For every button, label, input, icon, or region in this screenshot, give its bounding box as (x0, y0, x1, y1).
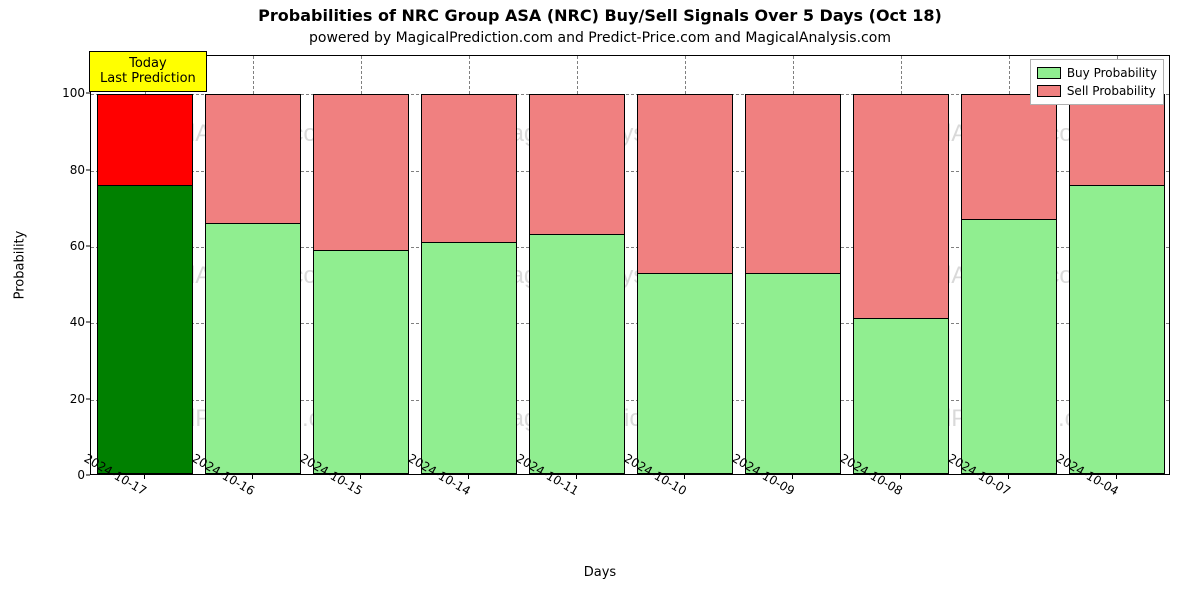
sell-bar (421, 94, 516, 243)
x-tick-mark (360, 475, 361, 479)
x-tick-mark (252, 475, 253, 479)
y-tick-mark (86, 475, 90, 476)
x-tick-mark (684, 475, 685, 479)
legend: Buy Probability Sell Probability (1030, 59, 1164, 105)
buy-bar (853, 317, 948, 474)
y-tick-mark (86, 169, 90, 170)
y-tick-mark (86, 245, 90, 246)
buy-bar (529, 233, 624, 474)
legend-item: Buy Probability (1037, 64, 1157, 82)
x-tick-mark (1116, 475, 1117, 479)
plot-area: MagicalAnalysis.comMagicalAnalysis.comMa… (90, 55, 1170, 475)
sell-bar (313, 94, 408, 251)
legend-swatch (1037, 85, 1061, 97)
x-tick-mark (900, 475, 901, 479)
buy-bar (313, 249, 408, 474)
buy-bar (97, 184, 192, 474)
y-axis-label: Probability (13, 231, 28, 300)
x-tick-mark (792, 475, 793, 479)
sell-bar (1069, 94, 1164, 186)
sell-bar (205, 94, 300, 224)
y-tick-label: 40 (45, 315, 85, 329)
x-axis-label: Days (0, 565, 1200, 580)
buy-bar (745, 272, 840, 474)
today-annotation: TodayLast Prediction (89, 51, 207, 92)
sell-bar (853, 94, 948, 319)
x-tick-mark (468, 475, 469, 479)
chart-title: Probabilities of NRC Group ASA (NRC) Buy… (0, 6, 1200, 25)
buy-bar (961, 218, 1056, 474)
y-tick-mark (86, 398, 90, 399)
y-tick-label: 100 (45, 86, 85, 100)
y-tick-mark (86, 322, 90, 323)
legend-label: Sell Probability (1067, 84, 1156, 98)
annotation-line: Last Prediction (100, 71, 196, 87)
y-tick-label: 60 (45, 239, 85, 253)
x-tick-mark (1008, 475, 1009, 479)
buy-bar (1069, 184, 1164, 474)
legend-label: Buy Probability (1067, 66, 1157, 80)
buy-bar (637, 272, 732, 474)
chart-subtitle: powered by MagicalPrediction.com and Pre… (0, 30, 1200, 46)
sell-bar (97, 94, 192, 186)
sell-bar (745, 94, 840, 273)
x-tick-mark (576, 475, 577, 479)
x-tick-mark (144, 475, 145, 479)
y-tick-label: 20 (45, 392, 85, 406)
y-tick-mark (86, 93, 90, 94)
buy-bar (421, 241, 516, 474)
figure: Probabilities of NRC Group ASA (NRC) Buy… (0, 0, 1200, 600)
buy-bar (205, 222, 300, 474)
y-tick-label: 80 (45, 163, 85, 177)
sell-bar (529, 94, 624, 235)
sell-bar (961, 94, 1056, 220)
sell-bar (637, 94, 732, 273)
y-tick-label: 0 (45, 468, 85, 482)
legend-swatch (1037, 67, 1061, 79)
annotation-line: Today (100, 56, 196, 72)
legend-item: Sell Probability (1037, 82, 1157, 100)
